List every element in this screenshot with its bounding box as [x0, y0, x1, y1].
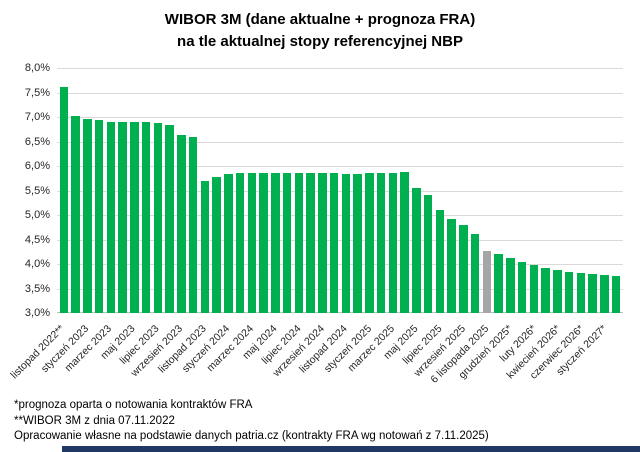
gridline — [57, 264, 623, 265]
bar-wibor-3m — [71, 116, 80, 313]
bar-wibor-3m — [541, 267, 550, 313]
y-tick-label: 8,0% — [24, 62, 50, 74]
bar-wibor-3m — [564, 271, 574, 313]
bar-wibor-3m — [588, 274, 597, 313]
y-tick-label: 4,0% — [24, 258, 50, 270]
bar-wibor-3m — [529, 265, 539, 313]
y-tick-label: 6,0% — [24, 160, 50, 172]
bar-wibor-3m — [282, 173, 292, 313]
bar-wibor-3m — [141, 121, 151, 313]
bar-wibor-3m — [306, 172, 315, 313]
chart-title: WIBOR 3M (dane aktualne + prognoza FRA) … — [0, 9, 640, 53]
bar-wibor-3m — [341, 173, 351, 313]
footnote-forecast: *prognoza oparta o notowania kontraktów … — [14, 399, 253, 411]
bar-wibor-3m — [247, 172, 257, 313]
bar-wibor-3m — [553, 269, 562, 313]
bar-wibor-3m — [212, 176, 221, 313]
bar-wibor-3m — [388, 172, 398, 313]
bar-wibor-3m — [271, 173, 280, 313]
bar-wibor-3m — [600, 275, 609, 313]
gridline — [57, 215, 623, 216]
gridline — [57, 117, 623, 118]
y-tick-label: 6,5% — [24, 135, 50, 148]
bar-wibor-3m — [376, 173, 386, 313]
y-tick-label: 7,5% — [24, 86, 50, 99]
y-tick-label: 3,0% — [24, 307, 50, 319]
gridline — [57, 68, 623, 69]
bar-wibor-3m — [177, 135, 186, 313]
chart-title-line2: na tle aktualnej stopy referencyjnej NBP — [177, 33, 463, 50]
bar-wibor-3m — [259, 173, 268, 313]
gridline — [57, 239, 623, 241]
bar-wibor-3m — [353, 173, 362, 313]
bar-wibor-3m — [611, 275, 621, 313]
bar-wibor-3m — [412, 188, 421, 313]
gridline — [57, 166, 623, 167]
footnote-source: Opracowanie własne na podstawie danych p… — [14, 430, 489, 442]
bar-wibor-3m — [294, 173, 304, 313]
gridline — [57, 288, 623, 290]
bar-wibor-3m — [447, 218, 456, 313]
bar-wibor-3m — [329, 173, 339, 313]
y-tick-label: 5,5% — [24, 184, 50, 197]
gridlines — [57, 68, 623, 313]
bar-wibor-3m — [153, 122, 163, 313]
bar-series — [57, 68, 623, 313]
bar-nbp-reference-rate — [482, 250, 492, 313]
x-axis-labels: listopad 2022** styczeń 2023 marzec 2023 ma… — [9, 315, 623, 407]
bar-wibor-3m — [188, 136, 198, 313]
footnotes: *prognoza oparta o notowania kontraktów … — [14, 398, 489, 445]
bar-wibor-3m — [576, 273, 586, 313]
bar-wibor-3m — [517, 262, 527, 313]
bar-wibor-3m — [506, 257, 515, 313]
bar-wibor-3m — [459, 224, 468, 313]
bar-wibor-3m — [106, 121, 116, 313]
bar-wibor-3m — [59, 87, 69, 313]
bar-wibor-3m — [318, 173, 327, 313]
bar-wibor-3m — [435, 210, 445, 313]
y-tick-label: 5,0% — [24, 209, 50, 221]
bar-wibor-3m — [365, 173, 374, 313]
gridline — [57, 190, 623, 192]
footnote-wibor-date: **WIBOR 3M z dnia 07.11.2022 — [14, 414, 175, 427]
bar-wibor-3m — [200, 180, 210, 313]
bottom-accent-strip — [62, 446, 640, 452]
bar-wibor-3m — [470, 233, 480, 313]
y-tick-label: 7,0% — [24, 111, 50, 123]
gridline — [57, 312, 623, 313]
bar-wibor-3m — [400, 172, 409, 313]
bar-wibor-3m — [83, 119, 92, 313]
bar-wibor-3m — [94, 120, 104, 313]
bar-wibor-3m — [235, 172, 245, 313]
y-tick-label: 3,5% — [24, 282, 50, 295]
y-tick-label: 4,5% — [24, 233, 50, 246]
gridline — [57, 92, 623, 94]
bar-wibor-3m — [224, 173, 233, 313]
bar-wibor-3m — [165, 124, 174, 313]
chart-title-line1: WIBOR 3M (dane aktualne + prognoza FRA) — [164, 11, 476, 28]
bar-wibor-3m — [118, 121, 127, 313]
gridline — [57, 141, 623, 143]
plot-area — [57, 68, 623, 313]
bar-wibor-3m — [494, 254, 503, 313]
bar-wibor-3m — [423, 194, 433, 313]
y-axis-labels: 8,0% 7,5% 7,0% 6,5% 6,0% 5,5% 5,0% 4,5% 4,0% 3,5%… — [0, 62, 50, 319]
bar-wibor-3m — [130, 121, 139, 313]
